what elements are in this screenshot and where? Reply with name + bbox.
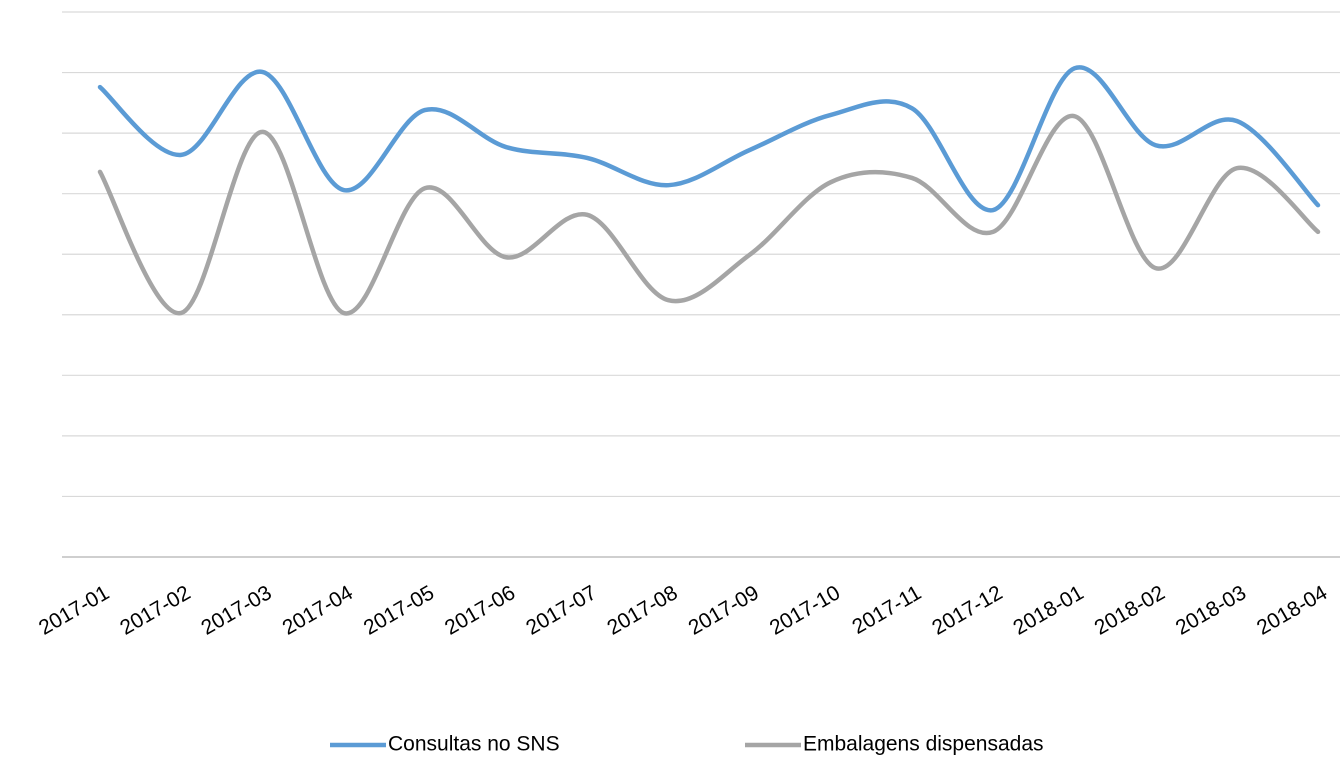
legend-label: Embalagens dispensadas xyxy=(803,733,1044,756)
x-tick-label: 2017-07 xyxy=(522,581,600,639)
x-tick-label: 2018-01 xyxy=(1009,581,1087,639)
x-tick-label: 2018-04 xyxy=(1253,581,1332,640)
x-tick-label: 2017-01 xyxy=(35,581,113,639)
x-tick-label: 2017-12 xyxy=(928,581,1006,639)
x-tick-label: 2017-05 xyxy=(360,581,438,639)
x-tick-label: 2017-10 xyxy=(766,581,844,639)
x-tick-label: 2017-09 xyxy=(685,581,763,639)
x-tick-label: 2018-03 xyxy=(1172,581,1250,639)
x-tick-label: 2017-03 xyxy=(197,581,275,639)
series-line xyxy=(97,113,1321,316)
x-tick-label: 2017-02 xyxy=(116,581,194,639)
x-tick-label: 2017-04 xyxy=(279,581,358,640)
x-tick-label: 2017-11 xyxy=(848,581,925,639)
legend-label: Consultas no SNS xyxy=(388,733,560,756)
series-line xyxy=(97,65,1321,213)
x-tick-label: 2017-08 xyxy=(603,581,681,639)
x-tick-label: 2018-02 xyxy=(1091,581,1169,639)
x-tick-label: 2017-06 xyxy=(441,581,519,639)
